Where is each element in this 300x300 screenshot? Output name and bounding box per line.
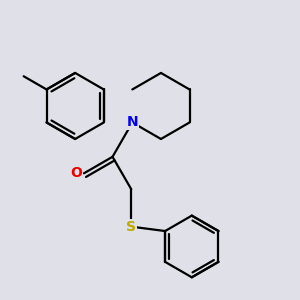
Text: N: N	[127, 116, 138, 130]
Text: S: S	[126, 220, 136, 234]
Text: O: O	[70, 166, 82, 180]
